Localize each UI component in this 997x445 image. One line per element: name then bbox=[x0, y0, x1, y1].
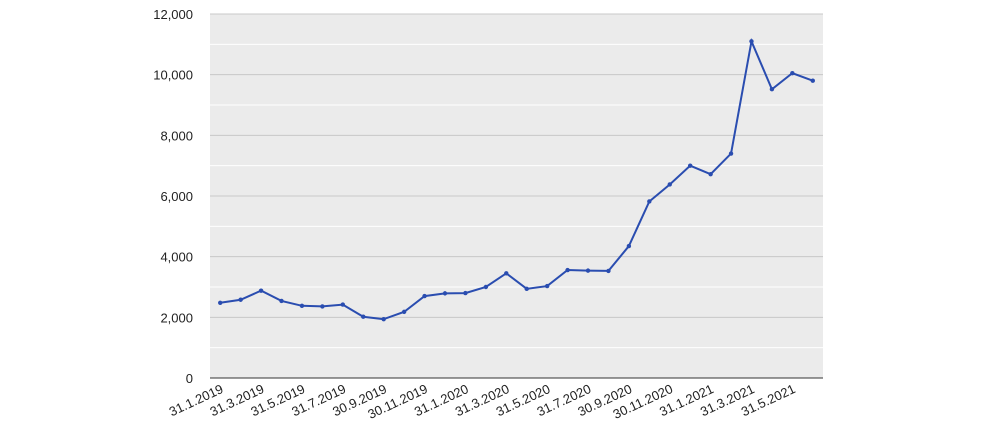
data-point bbox=[381, 316, 386, 322]
y-tick-label: 10,000 bbox=[153, 68, 193, 83]
y-tick-label: 2,000 bbox=[160, 310, 193, 325]
y-tick-label: 8,000 bbox=[160, 128, 193, 143]
data-point bbox=[258, 288, 264, 293]
y-tick-label: 6,000 bbox=[160, 189, 193, 204]
y-tick-label: 0 bbox=[186, 371, 193, 386]
data-point bbox=[442, 291, 448, 296]
data-point bbox=[647, 199, 652, 204]
data-point bbox=[626, 243, 632, 249]
data-point bbox=[606, 268, 611, 274]
data-point bbox=[810, 78, 815, 83]
data-point bbox=[585, 268, 591, 273]
data-point bbox=[422, 293, 427, 299]
data-point bbox=[769, 87, 775, 92]
data-point bbox=[728, 151, 734, 156]
data-point bbox=[340, 302, 346, 307]
data-point bbox=[238, 297, 243, 302]
data-point bbox=[667, 182, 672, 187]
data-point bbox=[524, 286, 529, 292]
y-tick-label: 12,000 bbox=[153, 7, 193, 22]
data-point bbox=[504, 271, 509, 276]
data-point bbox=[361, 314, 366, 319]
line-series bbox=[220, 37, 814, 321]
data-point bbox=[463, 290, 468, 296]
data-point bbox=[299, 303, 305, 309]
data-point bbox=[401, 309, 407, 315]
data-point bbox=[687, 163, 693, 168]
data-point bbox=[790, 70, 795, 76]
data-point bbox=[218, 300, 223, 305]
data-point bbox=[483, 284, 489, 290]
data-point bbox=[708, 171, 713, 177]
data-point bbox=[320, 304, 325, 309]
data-point bbox=[544, 283, 550, 289]
data-point bbox=[279, 298, 284, 304]
data-point bbox=[749, 39, 754, 44]
data-point bbox=[565, 267, 570, 273]
y-tick-label: 4,000 bbox=[160, 250, 193, 265]
